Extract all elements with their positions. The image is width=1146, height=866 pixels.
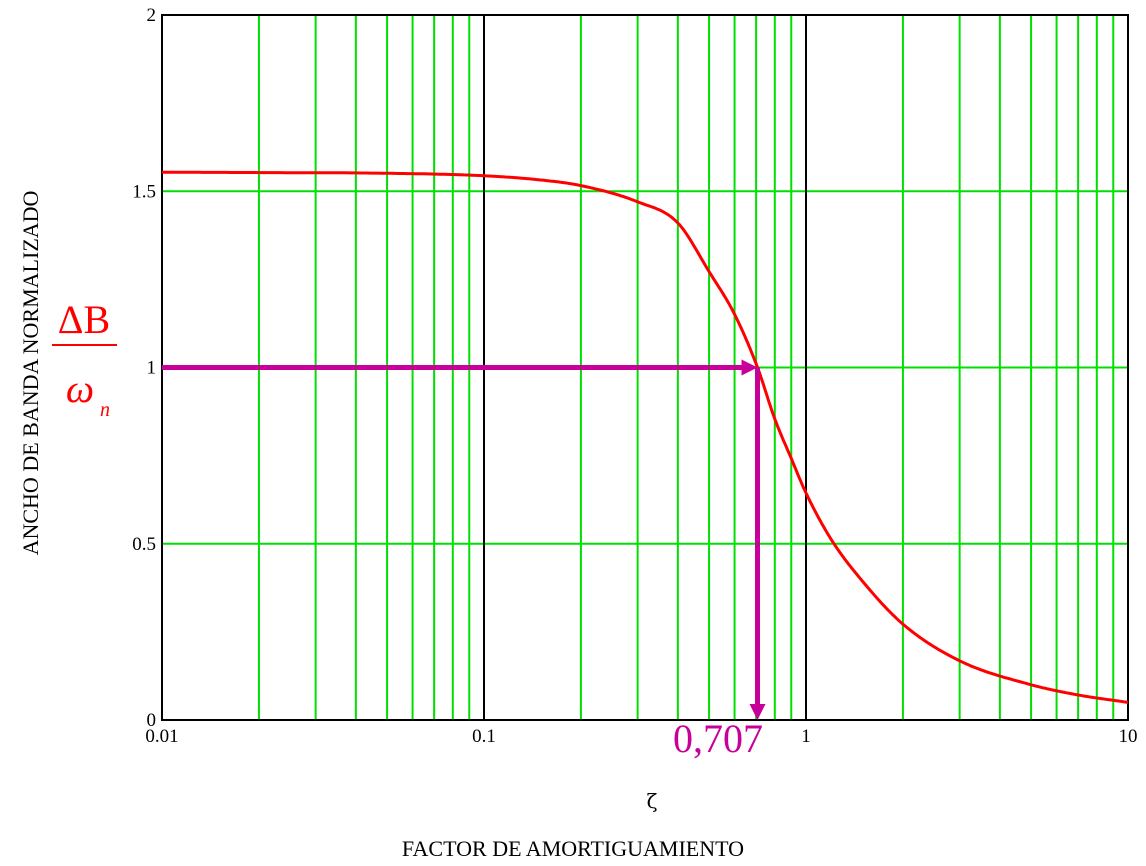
horizontal-arrow-head xyxy=(741,359,758,376)
y-tick-label: 1 xyxy=(147,358,157,379)
tick-labels: 0.01 0.1 1 10 0 0.5 1 1.5 2 xyxy=(132,5,1137,747)
annotation-x-value: 0,707 xyxy=(673,716,763,761)
x-tick-label: 1 xyxy=(801,726,811,747)
y-tick-label: 0 xyxy=(147,710,157,731)
annotation-arrows xyxy=(162,359,766,720)
x-tick-label: 0.01 xyxy=(145,726,178,747)
bandwidth-curve xyxy=(162,170,1129,704)
normalized-bandwidth-ratio: ΔB ω n xyxy=(52,297,117,421)
ratio-subscript: n xyxy=(100,399,110,421)
y-tick-label: 1.5 xyxy=(132,181,156,202)
x-axis-symbol: ζ xyxy=(647,789,658,813)
x-tick-label: 10 xyxy=(1119,726,1138,747)
ratio-numerator: ΔB xyxy=(58,297,110,342)
x-axis-label: FACTOR DE AMORTIGUAMIENTO xyxy=(402,836,744,861)
y-tick-label: 0.5 xyxy=(132,534,156,555)
y-axis-label: ANCHO DE BANDA NORMALIZADO xyxy=(18,191,43,556)
y-tick-label: 2 xyxy=(147,5,157,26)
ratio-denominator: ω xyxy=(66,366,94,411)
x-tick-label: 0.1 xyxy=(472,726,496,747)
vertical-arrow-head xyxy=(749,704,766,720)
